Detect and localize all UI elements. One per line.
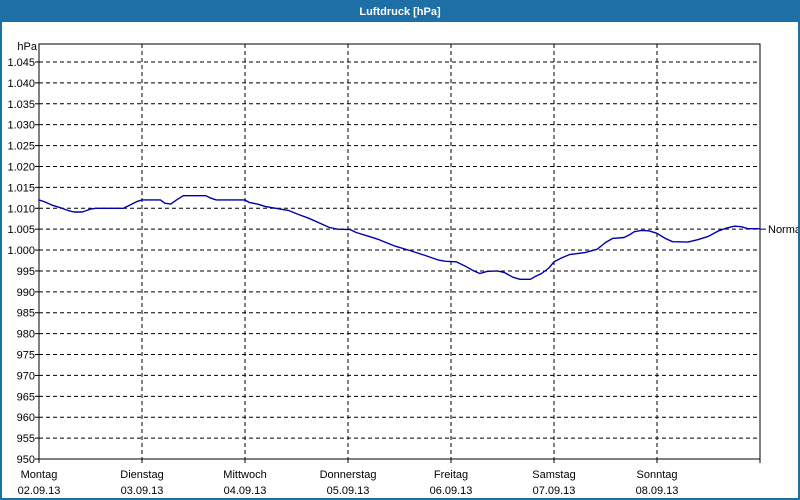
day-date-label: 08.09.13 — [636, 485, 679, 497]
y-tick-label: 990 — [17, 287, 35, 299]
y-tick-label: 985 — [17, 308, 35, 320]
day-date-label: 06.09.13 — [430, 485, 473, 497]
y-tick-label: 1.035 — [7, 99, 35, 111]
y-tick-label: 1.015 — [7, 182, 35, 194]
day-name-label: Freitag — [434, 469, 468, 481]
y-tick-label: 1.010 — [7, 203, 35, 215]
pressure-line — [38, 194, 761, 280]
y-tick-label: 970 — [17, 370, 35, 382]
y-tick-label: 1.040 — [7, 78, 35, 90]
y-tick-label: 955 — [17, 433, 35, 445]
y-tick-label: 1.030 — [7, 120, 35, 132]
y-axis-unit-label: hPa — [17, 41, 37, 53]
window-title-bar[interactable]: Luftdruck [hPa] — [2, 2, 798, 22]
y-tick-label: 975 — [17, 350, 35, 362]
y-tick-label: 1.005 — [7, 224, 35, 236]
day-name-label: Sonntag — [637, 469, 678, 481]
y-tick-label: 960 — [17, 412, 35, 424]
window-title: Luftdruck [hPa] — [359, 6, 441, 18]
day-name-label: Mittwoch — [223, 469, 266, 481]
day-date-label: 05.09.13 — [327, 485, 370, 497]
day-date-label: 04.09.13 — [224, 485, 267, 497]
day-date-label: 03.09.13 — [121, 485, 164, 497]
y-tick-label: 1.025 — [7, 141, 35, 153]
day-name-label: Donnerstag — [320, 469, 377, 481]
plot-frame — [38, 43, 761, 460]
y-tick-label: 980 — [17, 329, 35, 341]
y-tick-label: 1.045 — [7, 57, 35, 69]
y-tick-label: 950 — [17, 454, 35, 466]
day-name-label: Montag — [21, 469, 58, 481]
chart-area: 950 955 960 965 970 975 980 985 990 995 1.000 1.005… — [2, 22, 798, 498]
y-tick-label: 965 — [17, 391, 35, 403]
day-date-label: 02.09.13 — [18, 485, 61, 497]
y-tick-label: 995 — [17, 266, 35, 278]
y-tick-label: 1.000 — [7, 245, 35, 257]
day-name-label: Dienstag — [120, 469, 163, 481]
pressure-chart: 950 955 960 965 970 975 980 985 990 995 1.000 1.005… — [7, 41, 798, 497]
y-tick-label: 1.020 — [7, 161, 35, 173]
day-date-label: 07.09.13 — [533, 485, 576, 497]
normal-label: Normal — [768, 224, 798, 236]
day-name-label: Samstag — [532, 469, 575, 481]
